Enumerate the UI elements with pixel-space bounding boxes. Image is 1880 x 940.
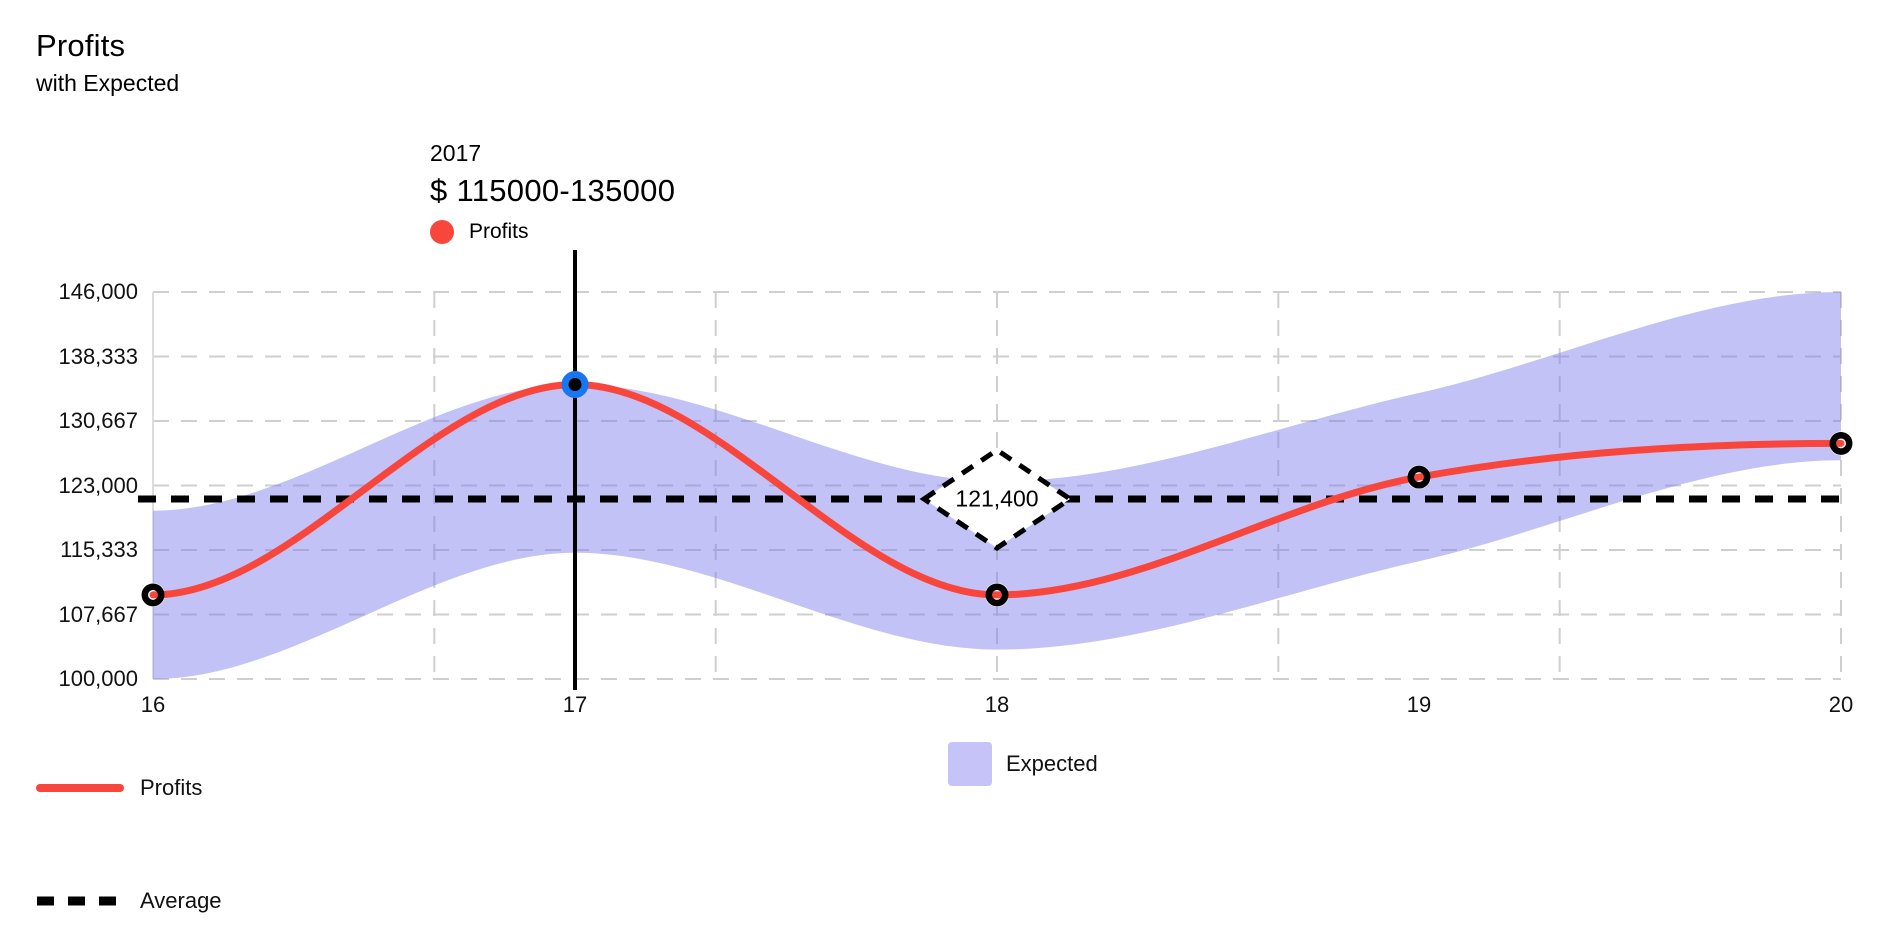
y-tick-label: 115,333	[60, 537, 138, 562]
profits-data-point[interactable]	[141, 583, 165, 607]
page-title: Profits	[36, 28, 126, 63]
y-tick-label: 107,667	[58, 601, 138, 627]
tooltip-series-row: Profits	[430, 220, 675, 244]
x-tick-label: 17	[562, 692, 588, 717]
tooltip-year: 2017	[430, 140, 482, 166]
profits-dot-icon	[430, 220, 454, 244]
legend-label-average: Average	[140, 888, 222, 913]
profits-line[interactable]	[149, 381, 1845, 599]
legend-label-profits: Profits	[140, 775, 203, 800]
tooltip-series-label: Profits	[469, 220, 529, 243]
legend-item-expected[interactable]: Expected	[948, 742, 1098, 786]
page-subtitle: with Expected	[36, 70, 180, 96]
average-dashed-swatch-icon	[37, 896, 124, 906]
y-tick-label: 138,333	[58, 343, 138, 369]
profits-line-swatch-icon	[36, 784, 124, 792]
legend-item-average[interactable]: Average	[36, 888, 222, 914]
x-tick-label: 18	[984, 692, 1010, 717]
average-annotation-label: 121,400	[955, 485, 1039, 512]
profits-data-point[interactable]	[985, 583, 1009, 607]
average-diamond-callout	[919, 446, 1075, 552]
x-tick-label: 16	[140, 692, 166, 717]
expected-band-swatch-icon	[948, 742, 992, 786]
legend-label-expected: Expected	[1006, 751, 1098, 776]
x-tick-label: 20	[1828, 692, 1854, 717]
legend-item-profits[interactable]: Profits	[36, 775, 202, 801]
y-tick-label: 146,000	[58, 279, 138, 304]
tooltip-value-range: $ 115000-135000	[430, 173, 676, 208]
profits-data-point[interactable]	[1829, 431, 1853, 455]
profits-data-point[interactable]	[1407, 465, 1431, 489]
y-tick-label: 100,000	[58, 666, 138, 691]
x-tick-label: 19	[1406, 692, 1432, 717]
y-tick-label: 130,667	[58, 408, 138, 433]
y-tick-label: 123,000	[58, 472, 138, 498]
tooltip: 2017 $ 115000-135000 Profits	[430, 140, 675, 244]
selected-data-point[interactable]	[561, 371, 589, 398]
